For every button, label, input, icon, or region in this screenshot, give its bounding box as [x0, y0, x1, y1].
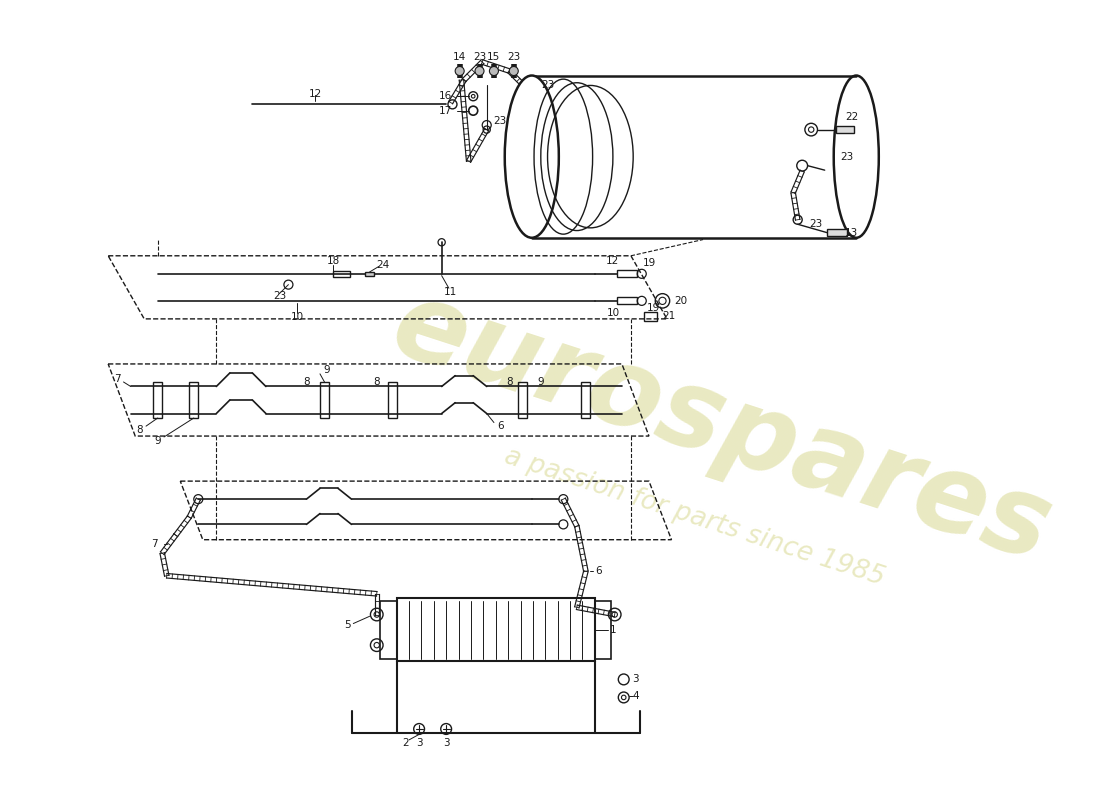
Text: 16: 16	[439, 91, 452, 102]
Bar	[387, 382, 397, 418]
Circle shape	[509, 66, 518, 75]
Bar	[827, 229, 847, 236]
Bar	[153, 382, 162, 418]
Text: 23: 23	[810, 219, 823, 230]
Text: 23: 23	[840, 152, 854, 162]
Text: 9: 9	[538, 377, 544, 387]
Text: 12: 12	[309, 89, 322, 98]
Bar	[381, 601, 397, 658]
Text: 23: 23	[273, 291, 286, 302]
Text: 23: 23	[494, 115, 507, 126]
Bar	[617, 270, 637, 278]
Text: 24: 24	[376, 260, 389, 270]
Ellipse shape	[505, 75, 559, 238]
Text: 12: 12	[606, 256, 619, 266]
Text: 8: 8	[304, 377, 310, 387]
Text: 8: 8	[506, 377, 513, 387]
Text: 8: 8	[373, 377, 381, 387]
Text: 23: 23	[507, 51, 520, 62]
Text: 17: 17	[439, 106, 452, 116]
Text: 5: 5	[343, 620, 350, 630]
Text: 13: 13	[845, 228, 858, 238]
Text: 18: 18	[327, 256, 340, 266]
Text: 3: 3	[632, 674, 639, 685]
Text: 15: 15	[487, 51, 500, 62]
Circle shape	[490, 66, 498, 75]
Bar	[397, 598, 595, 662]
Bar	[617, 298, 637, 305]
Text: 2: 2	[403, 738, 409, 747]
Text: 23: 23	[541, 79, 554, 90]
Circle shape	[455, 66, 464, 75]
Text: eurospares: eurospares	[378, 270, 1064, 583]
Text: 3: 3	[416, 738, 422, 747]
Bar	[582, 382, 591, 418]
Text: 8: 8	[136, 425, 143, 434]
Bar	[333, 271, 350, 277]
Text: 10: 10	[290, 312, 304, 322]
Bar	[189, 382, 198, 418]
Text: 19: 19	[642, 258, 656, 268]
Text: 9: 9	[323, 366, 330, 375]
Text: 1: 1	[609, 625, 616, 635]
Text: 9: 9	[154, 435, 161, 446]
Bar	[645, 312, 657, 321]
Text: 4: 4	[632, 690, 639, 701]
Text: 19: 19	[647, 303, 660, 313]
Text: 11: 11	[444, 287, 458, 297]
Text: 10: 10	[606, 309, 619, 318]
Text: 6: 6	[497, 421, 504, 431]
Bar	[595, 601, 612, 658]
Text: 14: 14	[453, 51, 466, 62]
Text: 7: 7	[114, 374, 121, 384]
Bar	[836, 126, 855, 134]
Text: 7: 7	[151, 539, 157, 550]
Text: 3: 3	[443, 738, 450, 747]
Bar	[320, 382, 329, 418]
Text: a passion for parts since 1985: a passion for parts since 1985	[500, 443, 888, 591]
Text: 6: 6	[595, 566, 602, 576]
Bar	[365, 272, 374, 276]
Bar	[518, 382, 527, 418]
Text: 20: 20	[674, 296, 688, 306]
Text: 22: 22	[845, 112, 858, 122]
Text: 23: 23	[473, 51, 486, 62]
Circle shape	[475, 66, 484, 75]
Text: 21: 21	[662, 311, 675, 321]
